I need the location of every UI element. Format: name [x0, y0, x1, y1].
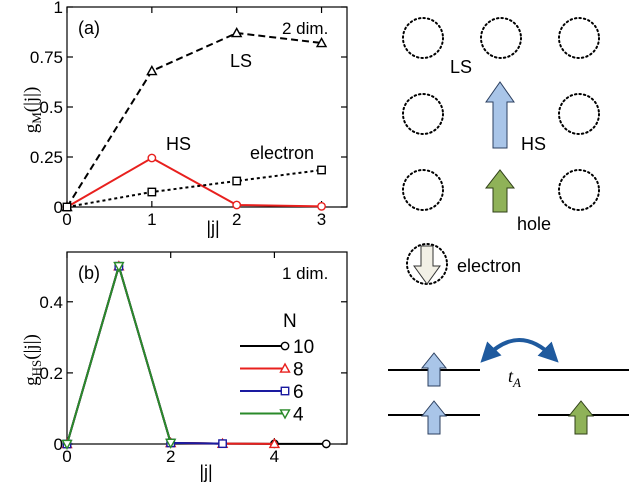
- y-tick-label: 1: [54, 0, 63, 17]
- legend-entry: 8: [293, 360, 304, 381]
- legend-marker: [279, 362, 291, 373]
- series-line: [66, 262, 327, 445]
- y-tick-label: 0.25: [30, 148, 63, 167]
- label-electron: electron: [457, 256, 521, 276]
- site-circle: [402, 17, 444, 59]
- series-label-hs: HS: [166, 134, 191, 154]
- panel-a: 0 1 2 3 0 0.25 0.5 0.75 1 (a) 2 dim. LS HS elect…: [21, 0, 348, 238]
- hopping-arrow-icon: [480, 338, 559, 363]
- x-tick-label: 2: [166, 447, 175, 466]
- legend-entry: 6: [293, 382, 304, 403]
- legend-marker: [279, 409, 291, 420]
- site-circle: [558, 93, 600, 135]
- data-point: [232, 200, 242, 210]
- x-tick-label: 2: [232, 210, 241, 229]
- legend-entry: 4: [293, 405, 304, 426]
- site-circle: [480, 17, 522, 59]
- panel-a-label: (a): [78, 18, 100, 38]
- panel-b-ylabel: gHS(|j|): [21, 334, 44, 386]
- data-point: [232, 176, 242, 186]
- hs-arrow-icon: [485, 81, 515, 149]
- data-point: [317, 201, 326, 211]
- hs-up-arrow-icon: [420, 400, 448, 435]
- panel-a-series: [61, 27, 328, 212]
- series-line: [66, 262, 172, 445]
- data-point: [147, 153, 157, 163]
- panel-b-annotation: 1 dim.: [282, 264, 328, 283]
- legend-title: N: [283, 311, 297, 332]
- site-circle: [402, 93, 444, 135]
- panel-b-ylabel-g: g: [21, 376, 42, 386]
- hs-up-arrow-icon: [420, 352, 448, 387]
- series-label-electron: electron: [250, 143, 314, 163]
- y-tick-label: 0.75: [30, 48, 63, 67]
- panel-a-xlabel: |j|: [206, 218, 219, 238]
- hole-up-arrow-icon: [567, 400, 595, 435]
- data-point: [231, 27, 243, 38]
- y-tick-label: 0: [54, 198, 63, 217]
- panel-a-ticks: 0 1 2 3 0 0.25 0.5 0.75 1: [30, 0, 347, 229]
- data-point: [165, 438, 177, 449]
- y-tick-label: 0: [54, 435, 63, 454]
- panel-a-ylabel-sub: M: [29, 112, 44, 124]
- x-tick-label: 1: [147, 210, 156, 229]
- series-line: [66, 31, 322, 208]
- series-label-ls: LS: [230, 51, 252, 71]
- panel-a-ylabel-arg: (|j|): [21, 87, 42, 113]
- legend-marker: [280, 386, 290, 396]
- label-hole: hole: [517, 214, 551, 234]
- x-tick-label: 0: [62, 210, 71, 229]
- x-tick-label: 0: [62, 447, 71, 466]
- data-point: [321, 439, 331, 449]
- electron-arrow-icon: [413, 245, 441, 285]
- hopping-label-t: t: [508, 366, 514, 386]
- panel-a-ylabel: gM(|j|): [21, 87, 44, 134]
- panel-b-ylabel-arg: (|j|): [21, 334, 42, 360]
- x-tick-label: 3: [317, 210, 326, 229]
- hopping-diagram: tA: [388, 338, 629, 435]
- legend-entry: 10: [293, 337, 314, 358]
- label-hs: HS: [521, 134, 546, 154]
- data-point: [61, 439, 73, 450]
- site-circle: [402, 169, 444, 211]
- site-circle: [558, 17, 600, 59]
- series-line: [66, 156, 322, 208]
- panel-b-xlabel: |j|: [199, 462, 212, 482]
- x-tick-label: 4: [270, 447, 279, 466]
- hopping-label: tA: [508, 366, 521, 390]
- label-ls: LS: [450, 57, 472, 77]
- data-point: [315, 37, 328, 48]
- panel-a-annotation: 2 dim.: [282, 19, 328, 38]
- lattice-diagram: LS HS hole electron: [402, 17, 600, 285]
- data-point: [218, 439, 227, 449]
- data-point: [62, 202, 72, 212]
- series-line: [66, 262, 275, 445]
- hole-arrow-icon: [484, 169, 516, 213]
- panel-b-label: (b): [78, 263, 100, 283]
- series-line: [66, 169, 322, 208]
- y-tick-label: 0.5: [39, 98, 63, 117]
- data-point: [146, 65, 158, 76]
- data-point: [317, 165, 326, 175]
- panel-b-ylabel-sub: HS: [29, 360, 44, 377]
- y-tick-label: 0.4: [39, 293, 63, 312]
- data-point: [113, 261, 125, 273]
- site-circle: [558, 169, 600, 211]
- y-tick-label: 0.2: [39, 364, 63, 383]
- data-point: [268, 437, 281, 449]
- panel-a-ylabel-g: g: [21, 123, 42, 133]
- legend-marker: [280, 341, 290, 351]
- panel-b-series: [61, 260, 331, 450]
- data-point: [147, 187, 157, 197]
- hopping-label-sub: A: [512, 375, 521, 390]
